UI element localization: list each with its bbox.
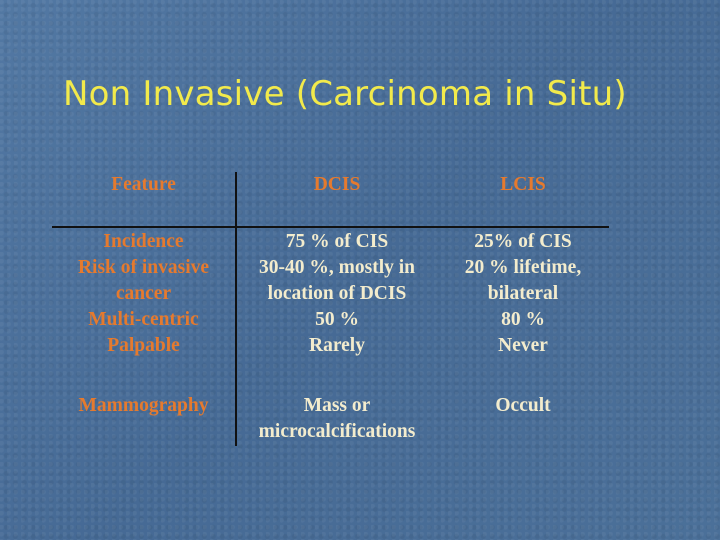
dcis-mammography: Mass or microcalcifications bbox=[237, 393, 437, 445]
dcis-risk-line2: location of DCIS bbox=[267, 283, 407, 304]
header-lcis: LCIS bbox=[500, 174, 546, 195]
table-vertical-divider bbox=[235, 172, 237, 446]
feature-incidence: Incidence bbox=[103, 231, 184, 252]
dcis-mammography-line2: microcalcifications bbox=[258, 421, 416, 442]
feature-palpable: Palpable bbox=[107, 335, 180, 356]
lcis-risk-line1: 20 % lifetime, bbox=[464, 257, 582, 278]
lcis-incidence: 25% of CIS bbox=[474, 231, 572, 252]
dcis-risk-line1: 30-40 %, mostly in bbox=[259, 257, 415, 278]
feature-column: Incidence Risk of invasive cancer Multi-… bbox=[52, 229, 235, 359]
feature-risk-line2: cancer bbox=[115, 283, 172, 304]
header-feature: Feature bbox=[111, 174, 176, 195]
feature-multicentric: Multi-centric bbox=[88, 309, 199, 330]
dcis-incidence: 75 % of CIS bbox=[285, 231, 389, 252]
lcis-multicentric: 80 % bbox=[501, 309, 545, 330]
dcis-mammography-line1: Mass or bbox=[303, 395, 371, 416]
lcis-column: 25% of CIS 20 % lifetime, bilateral 80 %… bbox=[437, 229, 609, 359]
dcis-multicentric: 50 % bbox=[315, 309, 359, 330]
slide-title: Non Invasive (Carcinoma in Situ) bbox=[63, 74, 627, 114]
lcis-risk-line2: bilateral bbox=[487, 283, 559, 304]
header-dcis: DCIS bbox=[313, 174, 361, 195]
feature-mammography: Mammography bbox=[78, 395, 209, 416]
lcis-mammography: Occult bbox=[495, 395, 551, 416]
dcis-column: 75 % of CIS 30-40 %, mostly in location … bbox=[237, 229, 437, 359]
table-horizontal-divider bbox=[52, 226, 609, 228]
lcis-palpable: Never bbox=[498, 335, 548, 356]
dcis-palpable: Rarely bbox=[309, 335, 365, 356]
feature-risk-line1: Risk of invasive bbox=[77, 257, 210, 278]
